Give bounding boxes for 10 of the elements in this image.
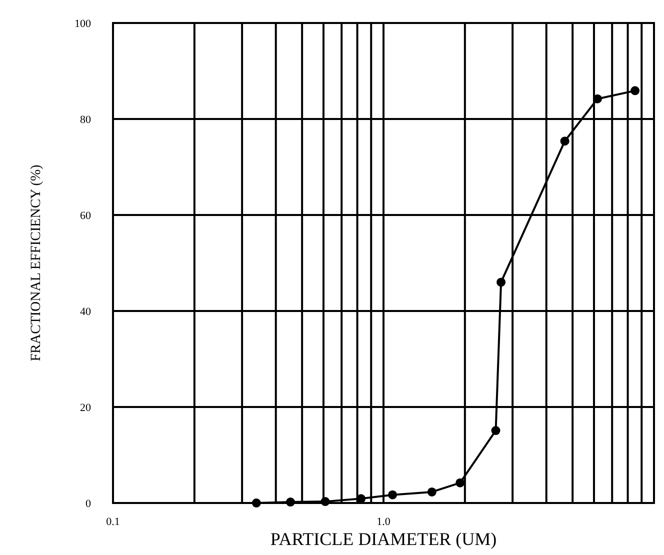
y-tick-label: 80	[80, 114, 92, 126]
y-tick-label: 20	[80, 402, 92, 414]
y-tick-label: 60	[80, 210, 92, 222]
y-tick-label: 0	[86, 498, 92, 510]
y-tick-label: 40	[80, 306, 92, 318]
y-tick-label: 100	[74, 18, 92, 30]
y-axis-title: FRACTIONAL EFFICIENCY (%)	[29, 164, 44, 362]
x-tick-label: 1.0	[376, 516, 391, 528]
x-tick-label: 0.1	[106, 516, 120, 528]
x-axis-title: PARTICLE DIAMETER (UM)	[270, 529, 497, 549]
